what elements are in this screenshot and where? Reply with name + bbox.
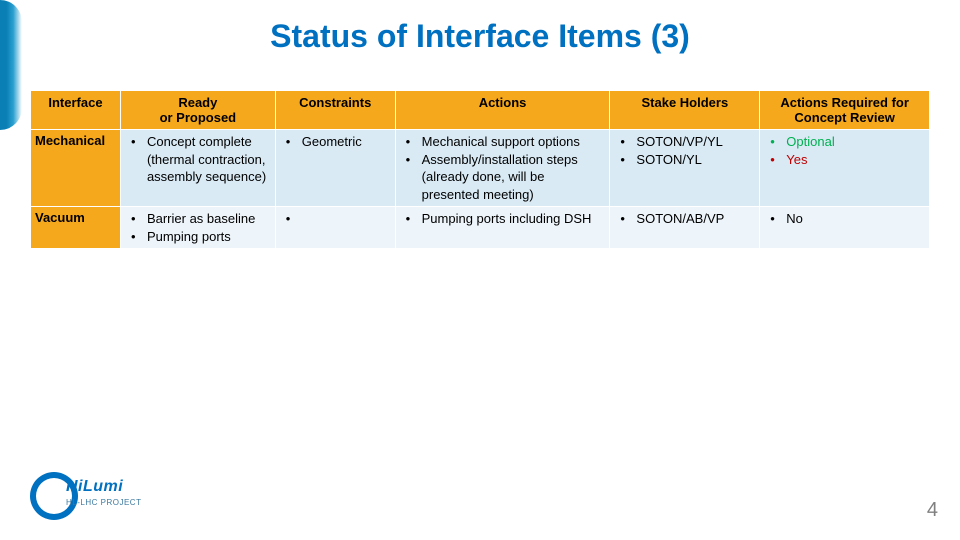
cell-ready: Concept complete (thermal contraction, a… (120, 130, 275, 207)
cell-item: SOTON/VP/YL (614, 133, 755, 151)
interface-table: Interface Ready or Proposed Constraints … (30, 90, 930, 249)
slide: Status of Interface Items (3) Interface … (0, 0, 960, 540)
cell-stake: SOTON/AB/VP (610, 207, 760, 249)
cell-item: Assembly/installation steps (already don… (400, 151, 606, 204)
cell-item: SOTON/YL (614, 151, 755, 169)
cell-item: Yes (764, 151, 925, 169)
col-header-actions: Actions (395, 91, 610, 130)
cell-item (280, 210, 391, 228)
col-header-interface: Interface (31, 91, 121, 130)
cell-required: No (760, 207, 930, 249)
logo-main-text: HiLumi (66, 478, 123, 496)
table-row: VacuumBarrier as baselinePumping ports P… (31, 207, 930, 249)
table-body: MechanicalConcept complete (thermal cont… (31, 130, 930, 249)
cell-ready: Barrier as baselinePumping ports (120, 207, 275, 249)
col-header-stake: Stake Holders (610, 91, 760, 130)
table-head: Interface Ready or Proposed Constraints … (31, 91, 930, 130)
cell-stake: SOTON/VP/YLSOTON/YL (610, 130, 760, 207)
cell-item: No (764, 210, 925, 228)
cell-actions: Pumping ports including DSH (395, 207, 610, 249)
table-row: MechanicalConcept complete (thermal cont… (31, 130, 930, 207)
cell-item: Pumping ports (125, 228, 271, 246)
cell-actions: Mechanical support optionsAssembly/insta… (395, 130, 610, 207)
cell-item: SOTON/AB/VP (614, 210, 755, 228)
cell-item: Concept complete (thermal contraction, a… (125, 133, 271, 186)
cell-constraints: Geometric (275, 130, 395, 207)
col-header-required: Actions Required for Concept Review (760, 91, 930, 130)
cell-item: Optional (764, 133, 925, 151)
row-header: Vacuum (31, 207, 121, 249)
slide-title: Status of Interface Items (3) (0, 18, 960, 55)
row-header: Mechanical (31, 130, 121, 207)
cell-item: Barrier as baseline (125, 210, 271, 228)
cell-constraints (275, 207, 395, 249)
cell-item: Pumping ports including DSH (400, 210, 606, 228)
cell-item: Mechanical support options (400, 133, 606, 151)
page-number: 4 (927, 499, 938, 522)
col-header-ready: Ready or Proposed (120, 91, 275, 130)
project-logo: HiLumi HL-LHC PROJECT (30, 468, 150, 522)
cell-item: Geometric (280, 133, 391, 151)
col-header-constraints: Constraints (275, 91, 395, 130)
col-header-ready-text: Ready or Proposed (160, 95, 237, 125)
logo-sub-text: HL-LHC PROJECT (66, 498, 141, 507)
cell-required: OptionalYes (760, 130, 930, 207)
